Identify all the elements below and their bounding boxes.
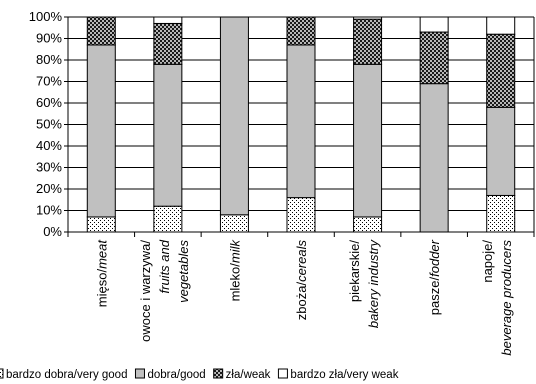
bar-segment-4-cat-6 [419, 16, 449, 33]
bar-segment-1-cat-1 [86, 216, 116, 233]
category-label-5: bakery industry [366, 239, 381, 329]
bar-segment-3-cat-6 [419, 31, 449, 85]
bar-segment-1-cat-3 [219, 214, 249, 233]
bar-segment-1-cat-4 [286, 197, 316, 233]
category-label-5: piekarskie/ [347, 240, 362, 303]
y-tick-label: 0% [43, 224, 62, 239]
legend: bardzo dobra/very good dobra/good zła/weak… [0, 368, 399, 381]
y-tick-label: 90% [36, 31, 62, 46]
y-tick-label: 40% [36, 138, 62, 153]
bar-segment-3-cat-2 [153, 22, 183, 65]
bar-segment-2-cat-7 [486, 106, 516, 196]
bar-segment-1-cat-2 [153, 205, 183, 233]
bars-group [86, 16, 516, 233]
legend-swatch-1 [0, 368, 4, 379]
axes [64, 16, 535, 237]
category-label-2: owoce i warzywa/ [138, 240, 153, 342]
y-tick-label: 10% [36, 203, 62, 218]
legend-swatch-4 [277, 368, 288, 379]
legend-swatch-2 [134, 368, 145, 379]
x-category-labels: mięso/meat owoce i warzywa/fruits and vege… [94, 239, 514, 356]
legend-label-1: bardzo dobra/very good [6, 369, 127, 381]
bar-segment-2-cat-3 [219, 16, 249, 216]
bar-segment-2-cat-4 [286, 44, 316, 199]
y-tick-label: 70% [36, 74, 62, 89]
bar-segment-2-cat-5 [353, 63, 383, 218]
y-tick-label: 100% [29, 9, 63, 24]
bar-segment-2-cat-1 [86, 44, 116, 218]
y-tick-labels: 0% 10% 20% 30% 40% 50% 60% 70% 80% 90% 100% [29, 9, 63, 239]
bar-segment-4-cat-2 [153, 16, 183, 24]
bar-segment-4-cat-7 [486, 16, 516, 35]
bar-segment-3-cat-4 [286, 16, 316, 46]
bar-segment-4-cat-5 [353, 16, 383, 20]
category-label-7: beverage producers [499, 240, 514, 356]
legend-swatch-3 [213, 368, 224, 379]
y-tick-label: 50% [36, 117, 62, 132]
legend-label-3: zła/weak [226, 369, 271, 381]
category-label-2: vegetables [176, 240, 191, 303]
category-label-6: pasze/fodder [427, 239, 442, 315]
bar-segment-1-cat-5 [353, 216, 383, 233]
category-label-4: zboża/cereals [294, 240, 309, 321]
category-label-3: mleko/milk [227, 239, 242, 302]
legend-label-4: bardzo zła/very weak [290, 369, 398, 381]
bar-segment-3-cat-5 [353, 18, 383, 65]
bar-segment-3-cat-7 [486, 33, 516, 108]
y-tick-label: 80% [36, 52, 62, 67]
bar-segment-2-cat-6 [419, 83, 449, 233]
bar-segment-2-cat-2 [153, 63, 183, 207]
category-label-7: napoje/ [480, 240, 495, 283]
category-label-2: fruits and [157, 239, 172, 293]
y-tick-label: 30% [36, 160, 62, 175]
legend-label-2: dobra/good [147, 369, 205, 381]
bar-segment-3-cat-1 [86, 16, 116, 46]
category-label-1: mięso/meat [94, 239, 109, 308]
bar-segment-1-cat-7 [486, 194, 516, 233]
y-tick-label: 20% [36, 181, 62, 196]
y-tick-label: 60% [36, 95, 62, 110]
